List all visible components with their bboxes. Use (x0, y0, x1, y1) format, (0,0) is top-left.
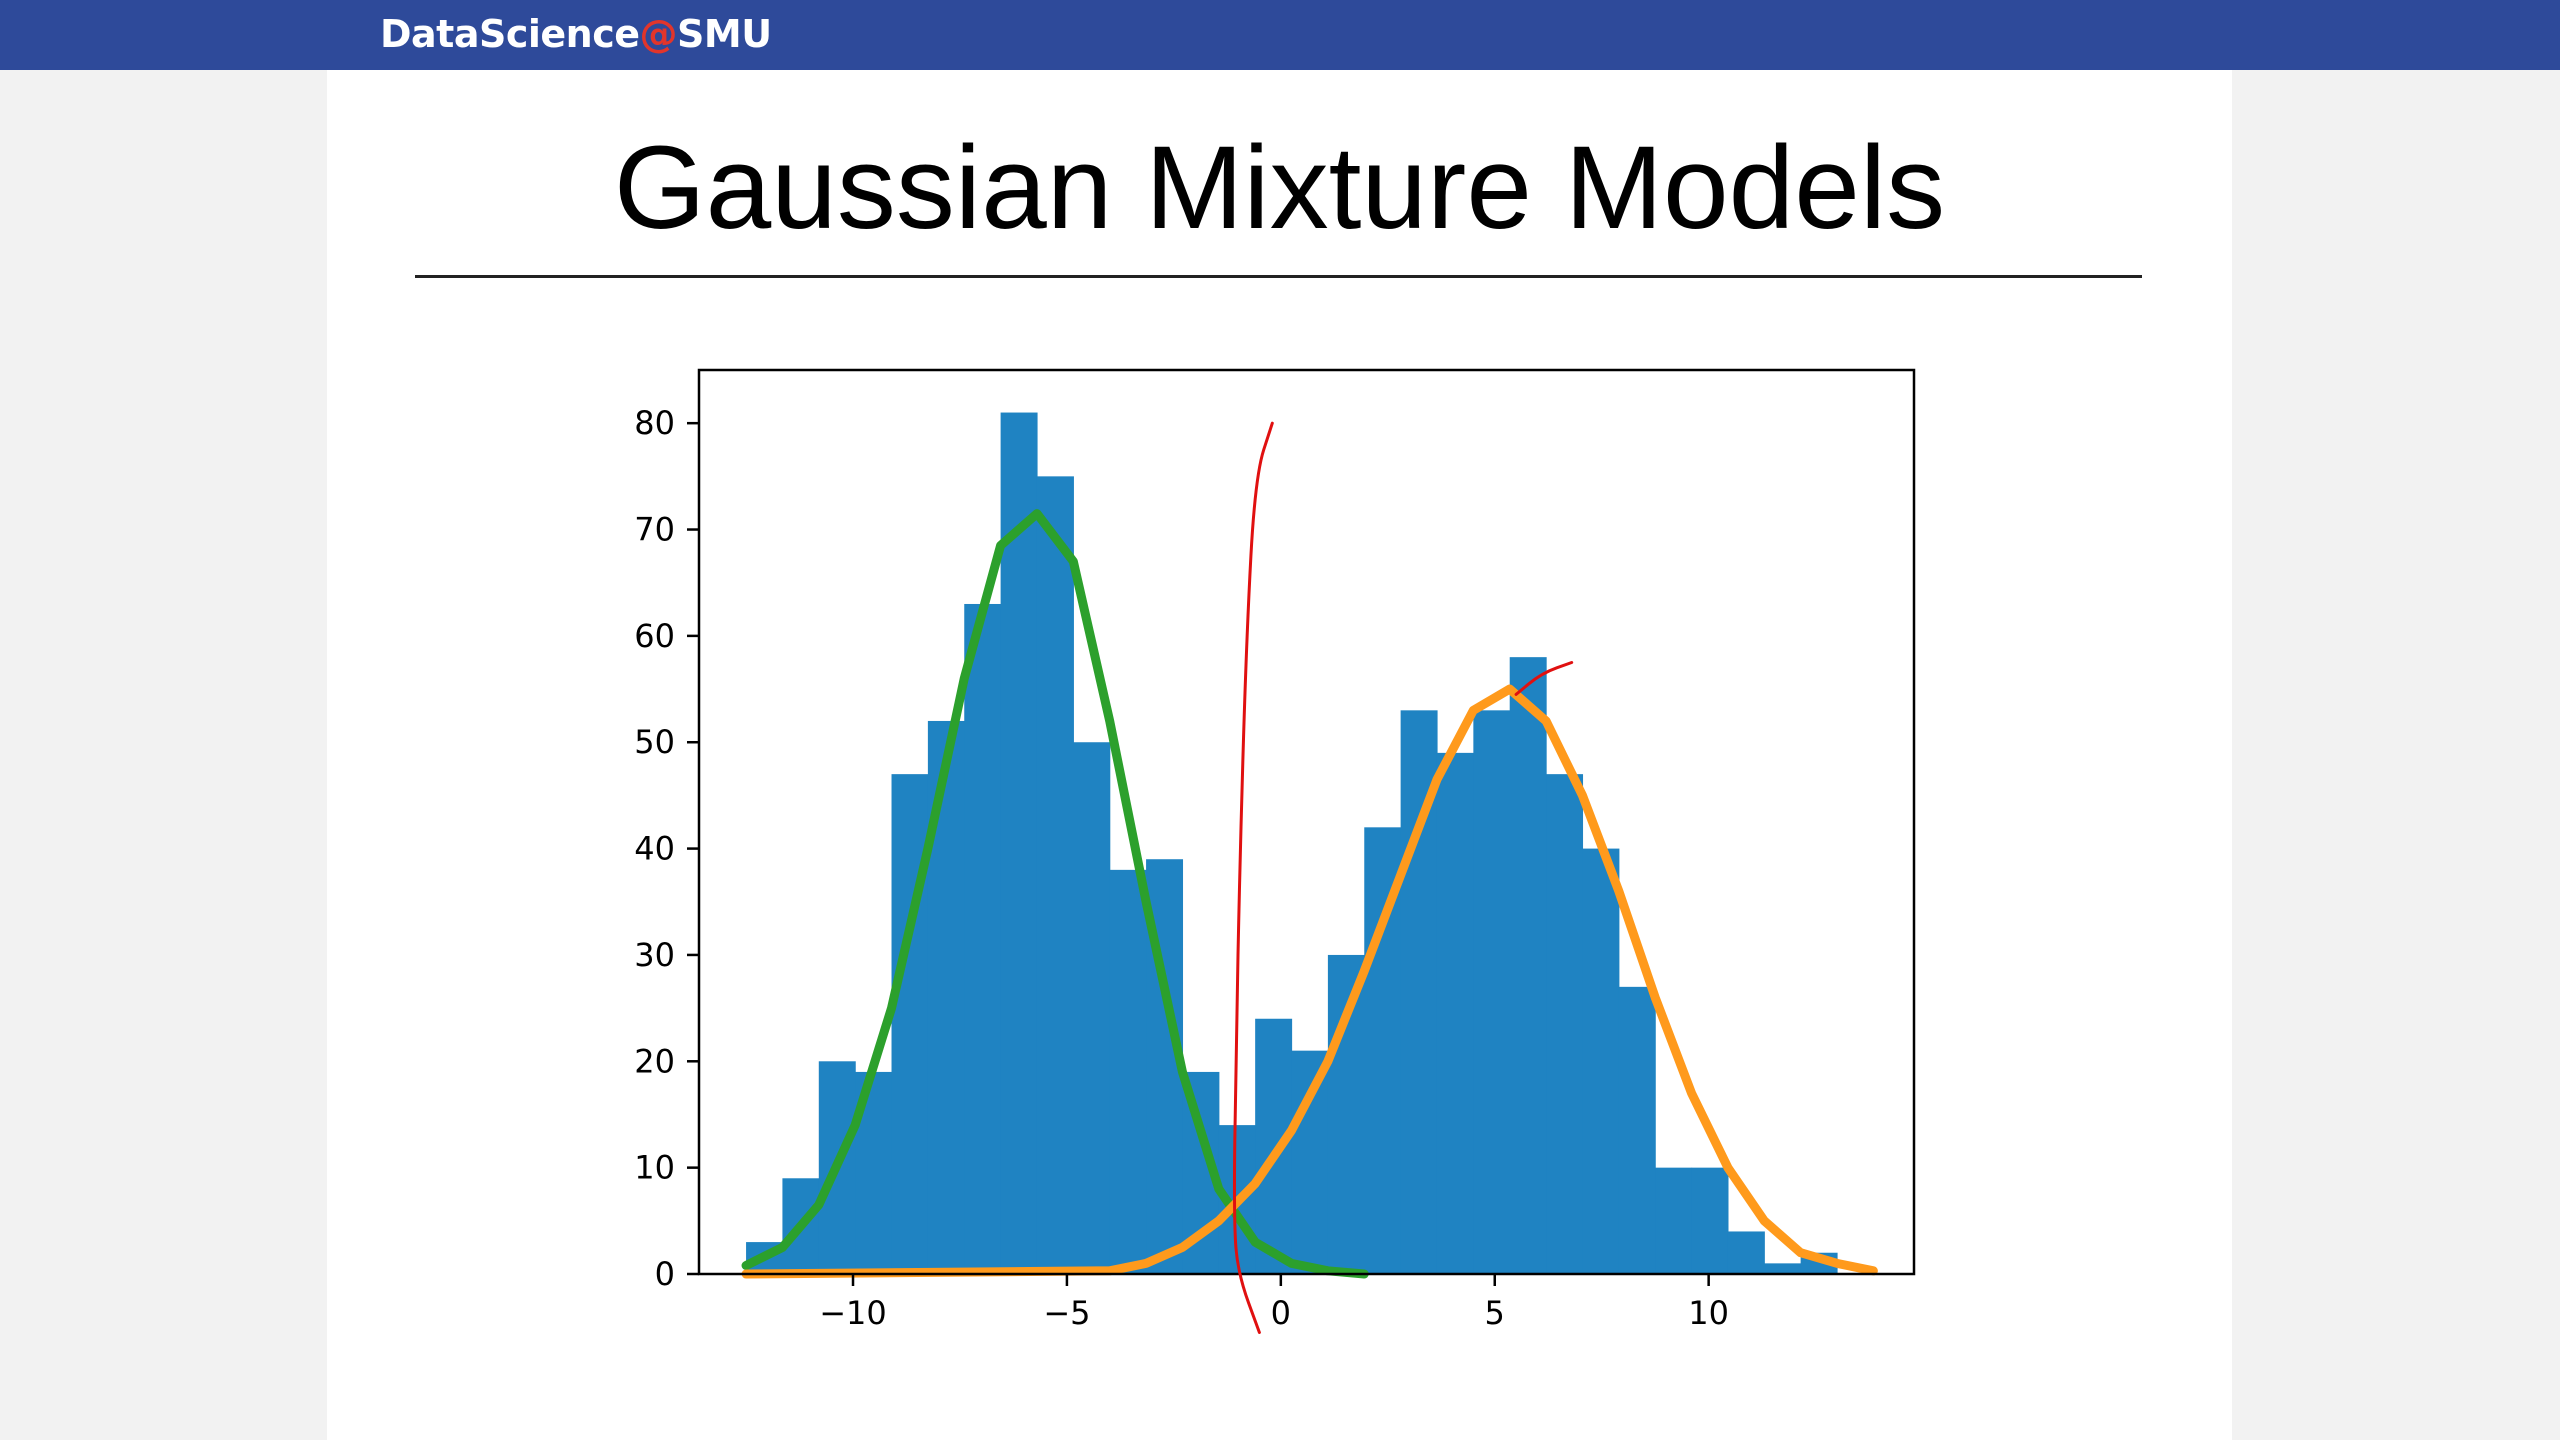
component-curve-left (741, 509, 1369, 1279)
x-tick-label: 0 (1271, 1294, 1291, 1332)
x-tick-label: 10 (1688, 1294, 1729, 1332)
brand-at-sign: @ (639, 12, 678, 56)
histogram-bar (1764, 1263, 1802, 1274)
x-tick-label: −10 (819, 1294, 887, 1332)
histogram-bar (1546, 774, 1584, 1274)
component-curve-right (741, 684, 1878, 1279)
y-tick-label: 70 (634, 511, 675, 549)
histogram-bar (1727, 1231, 1765, 1274)
brand-logo: DataScience@SMU (380, 12, 772, 56)
brand-name: DataScience (380, 12, 640, 56)
histogram-bar (964, 603, 1002, 1274)
histogram-bar (891, 774, 929, 1274)
annotation-decision-boundary (1232, 421, 1274, 1334)
y-tick-label: 20 (634, 1042, 675, 1080)
annotation-peak-mark (1514, 661, 1574, 696)
x-tick-label: −5 (1043, 1294, 1090, 1332)
title-divider (415, 275, 2142, 278)
y-tick-label: 80 (634, 404, 675, 442)
y-tick-label: 30 (634, 936, 675, 974)
plot-frame (697, 368, 1916, 1276)
histogram-bar (1036, 476, 1074, 1275)
histogram-bar (1473, 710, 1511, 1274)
y-tick-label: 50 (634, 723, 675, 761)
histogram-bar (1509, 657, 1547, 1274)
slide-title: Gaussian Mixture Models (613, 122, 1946, 254)
x-tick-label: 5 (1485, 1294, 1505, 1332)
histogram-bar (1436, 752, 1474, 1274)
header-bar: DataScience@SMU (0, 0, 2560, 70)
y-tick-label: 40 (634, 830, 675, 868)
histogram-bar (1109, 869, 1147, 1274)
histogram-bar (1691, 1167, 1729, 1274)
y-tick-label: 10 (634, 1149, 675, 1187)
histogram-bar (1655, 1167, 1693, 1274)
histogram-bar (1291, 1050, 1329, 1274)
histogram-bar (1255, 1018, 1293, 1274)
histogram-bar (1000, 412, 1038, 1274)
x-axis: −10 −5 0 5 10 (819, 1274, 1729, 1332)
brand-org: SMU (677, 12, 772, 56)
histogram-bar (1327, 954, 1365, 1274)
y-axis: 0 10 20 30 40 50 60 70 80 (634, 404, 699, 1293)
y-tick-label: 0 (655, 1255, 675, 1293)
histogram-bar (1073, 742, 1111, 1274)
histogram-bar (1582, 848, 1620, 1274)
histogram-bars (746, 412, 1838, 1275)
histogram-bar (1618, 986, 1656, 1274)
y-tick-label: 60 (634, 617, 675, 655)
